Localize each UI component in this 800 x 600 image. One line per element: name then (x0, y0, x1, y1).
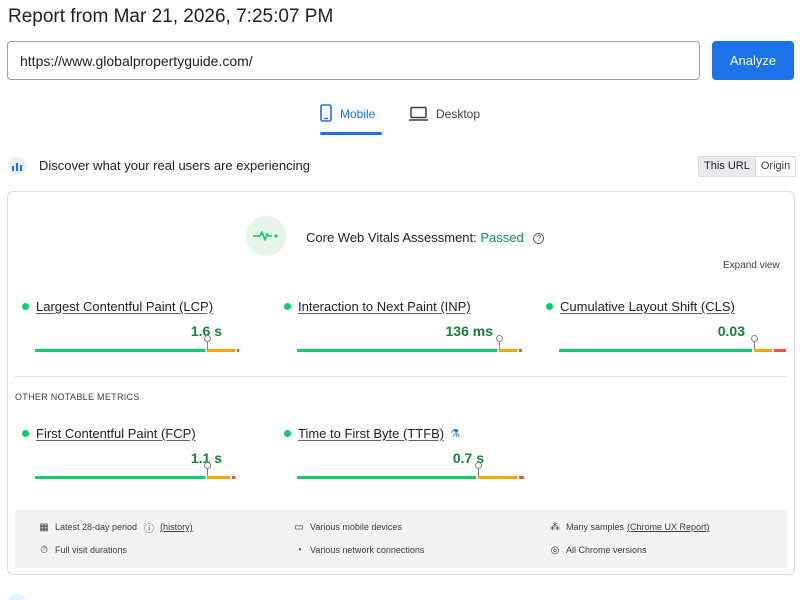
metric-lcp-name: Largest Contentful Paint (LCP) (36, 299, 214, 314)
metric-fcp-distribution (35, 462, 264, 479)
distribution-ni-segment (206, 349, 235, 352)
cwv-assessment-label: Core Web Vitals Assessment: (306, 230, 477, 245)
collection-info-box (15, 510, 787, 568)
history-link[interactable]: (history) (160, 522, 193, 532)
lab-data-icon (8, 594, 26, 600)
tab-mobile-label: Mobile (340, 107, 376, 121)
metric-cls-name: Cumulative Layout Shift (CLS) (560, 299, 735, 314)
report-title: Report from Mar 21, 2026, 7:25:07 PM (8, 6, 334, 27)
distribution-good-segment (297, 476, 476, 479)
metric-ttfb-distribution (297, 462, 526, 479)
p75-marker (203, 335, 211, 349)
url-origin-toggle: This URL Origin (698, 156, 797, 177)
metric-cls-distribution (559, 335, 788, 352)
info-devices: ▭ Various mobile devices (293, 521, 402, 533)
info-period-text: Latest 28-day period (55, 522, 138, 532)
other-metrics-label: OTHER NOTABLE METRICS (15, 392, 140, 402)
distribution-good-segment (35, 476, 205, 479)
metric-inp-value: 136 ms (445, 323, 493, 339)
metric-ttfb[interactable]: Time to First Byte (TTFB) ⚗ (284, 426, 460, 441)
chrome-ux-report-link[interactable]: (Chrome UX Report) (627, 522, 710, 532)
help-icon[interactable]: ⓘ (144, 523, 155, 535)
p75-marker (203, 462, 211, 476)
field-data-heading: Discover what your real users are experi… (39, 158, 310, 173)
metric-fcp-name: First Contentful Paint (FCP) (36, 426, 196, 441)
metric-inp[interactable]: Interaction to Next Paint (INP) (284, 299, 471, 314)
toggle-origin[interactable]: Origin (760, 160, 791, 172)
devices-icon: ▭ (294, 521, 304, 533)
info-network-text: Various network connections (310, 545, 425, 555)
metric-inp-distribution (297, 335, 526, 352)
info-versions-text: All Chrome versions (566, 545, 647, 555)
metric-lcp[interactable]: Largest Contentful Paint (LCP) (22, 299, 213, 314)
expand-view-link[interactable]: Expand view (723, 260, 780, 271)
desktop-icon (409, 106, 428, 121)
info-period: ▦ Latest 28-day period ⓘ (history) (38, 521, 193, 535)
metric-fcp[interactable]: First Contentful Paint (FCP) (22, 426, 196, 441)
metric-ttfb-name: Time to First Byte (TTFB) (298, 426, 445, 441)
chrome-icon: ◎ (550, 544, 560, 556)
cwv-assessment-status: Passed (480, 230, 524, 245)
analyze-button[interactable]: Analyze (712, 41, 794, 80)
distribution-poor-segment (236, 349, 240, 352)
tab-desktop[interactable]: Desktop (409, 104, 480, 134)
section-divider (15, 376, 787, 377)
tab-active-indicator (320, 132, 382, 135)
good-status-dot (284, 430, 291, 437)
info-durations: ⏱ Full visit durations (38, 544, 127, 556)
experimental-flask-icon: ⚗ (450, 428, 461, 440)
metric-cls[interactable]: Cumulative Layout Shift (CLS) (546, 299, 735, 314)
metric-fcp-value: 1.1 s (190, 450, 222, 466)
p75-marker (495, 335, 503, 349)
stopwatch-icon: ⏱ (40, 544, 48, 556)
metric-lcp-value: 1.6 s (190, 323, 222, 339)
mobile-phone-icon (320, 104, 332, 122)
tab-mobile[interactable]: Mobile (320, 104, 375, 134)
calendar-icon: ▦ (39, 521, 49, 533)
samples-icon: ⁂ (550, 521, 560, 533)
url-input[interactable] (7, 41, 700, 80)
info-durations-text: Full visit durations (55, 545, 128, 555)
toggle-this-url[interactable]: This URL (699, 157, 756, 176)
info-network: ◔ Various network connections (293, 544, 424, 556)
tab-desktop-label: Desktop (436, 107, 481, 121)
good-status-dot (284, 303, 291, 310)
distribution-poor-segment (519, 476, 524, 479)
info-samples-text: Many samples (566, 522, 625, 532)
distribution-poor-segment (774, 349, 786, 352)
cwv-assessment: Core Web Vitals Assessment: Passed ? (306, 230, 545, 245)
distribution-ni-segment (498, 349, 518, 352)
info-devices-text: Various mobile devices (310, 522, 402, 532)
help-icon[interactable]: ? (533, 233, 545, 244)
metric-inp-name: Interaction to Next Paint (INP) (298, 299, 471, 314)
wifi-icon: ◔ (295, 544, 303, 556)
distribution-good-segment (559, 349, 752, 352)
distribution-ni-segment (477, 476, 518, 479)
good-status-dot (22, 303, 29, 310)
metric-lcp-distribution (35, 335, 264, 352)
crux-users-icon (8, 157, 26, 175)
info-versions: ◎ All Chrome versions (549, 544, 647, 556)
distribution-good-segment (297, 349, 497, 352)
info-samples: ⁂ Many samples (Chrome UX Report) (549, 521, 710, 533)
distribution-ni-segment (206, 476, 230, 479)
distribution-poor-segment (519, 349, 522, 352)
p75-marker (750, 335, 758, 349)
distribution-good-segment (35, 349, 205, 352)
good-status-dot (546, 303, 553, 310)
metric-cls-value: 0.03 (717, 323, 745, 339)
p75-marker (474, 462, 482, 476)
good-status-dot (22, 430, 29, 437)
distribution-ni-segment (753, 349, 773, 352)
distribution-poor-segment (231, 476, 235, 479)
cwv-pulse-icon (246, 216, 286, 256)
